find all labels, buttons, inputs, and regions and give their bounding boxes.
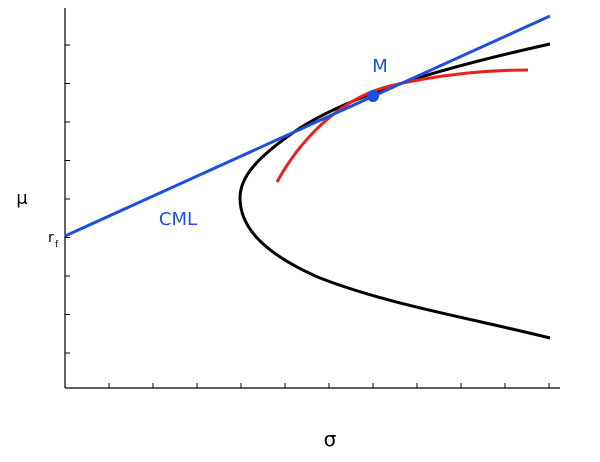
rf-label: r f xyxy=(48,230,59,250)
x-axis-ticks xyxy=(108,383,550,388)
y-axis-label: μ xyxy=(16,188,28,209)
rf-label-main: r xyxy=(48,230,54,246)
y-axis-ticks xyxy=(65,44,70,354)
x-axis-label: σ xyxy=(324,427,337,451)
capital-market-line xyxy=(64,14,551,238)
market-portfolio-point xyxy=(367,90,379,102)
cml-label: CML xyxy=(159,209,197,230)
efficient-frontier-curve xyxy=(238,42,551,340)
rf-label-subscript: f xyxy=(55,240,59,250)
market-label: M xyxy=(372,56,388,77)
risky-asset-frontier-curve xyxy=(275,68,529,183)
axes xyxy=(64,8,560,389)
